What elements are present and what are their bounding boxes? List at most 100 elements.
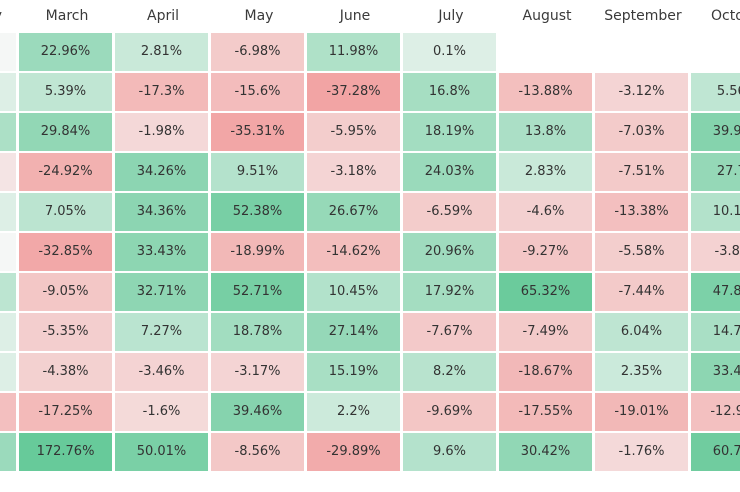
month-header-march: March (45, 8, 89, 24)
return-cell-march: -4.38% (19, 353, 112, 391)
return-cell-june: -14.62% (307, 233, 400, 271)
return-cell-august: -18.67% (499, 353, 592, 391)
return-cell-october: 14.71% (691, 313, 740, 351)
month-header-july: July (438, 8, 464, 24)
return-cell-september: -13.38% (595, 193, 688, 231)
return-cell-september: 2.35% (595, 353, 688, 391)
return-cell-may: 18.78% (211, 313, 304, 351)
return-cell-may: 39.46% (211, 393, 304, 431)
return-cell-april: 32.71% (115, 273, 208, 311)
return-cell-march: -9.05% (19, 273, 112, 311)
return-cell-march: -24.92% (19, 153, 112, 191)
return-cell-april: 50.01% (115, 433, 208, 471)
return-cell-june: -37.28% (307, 73, 400, 111)
return-cell-july: -6.59% (403, 193, 496, 231)
return-cell-october: -12.95% (691, 393, 740, 431)
return-cell-september: -7.51% (595, 153, 688, 191)
return-cell-april: 33.43% (115, 233, 208, 271)
return-cell-september: -3.12% (595, 73, 688, 111)
return-cell-march: 172.76% (19, 433, 112, 471)
return-cell-october: 33.49% (691, 353, 740, 391)
return-cell-february (0, 313, 16, 351)
return-cell-september (595, 33, 688, 71)
return-cell-february (0, 113, 16, 151)
return-cell-august: 30.42% (499, 433, 592, 471)
return-cell-june: 11.98% (307, 33, 400, 71)
return-cell-april: 34.26% (115, 153, 208, 191)
month-header-september: September (604, 8, 682, 24)
return-cell-february (0, 193, 16, 231)
return-cell-april: -1.6% (115, 393, 208, 431)
return-cell-june: 2.2% (307, 393, 400, 431)
return-cell-may: -35.31% (211, 113, 304, 151)
return-cell-may: -3.17% (211, 353, 304, 391)
return-cell-may: -8.56% (211, 433, 304, 471)
return-cell-october: 27.7% (691, 153, 740, 191)
return-cell-july: -7.67% (403, 313, 496, 351)
month-header-october: October (710, 8, 740, 24)
return-cell-august: 2.83% (499, 153, 592, 191)
return-cell-may: -15.6% (211, 73, 304, 111)
return-cell-april: 2.81% (115, 33, 208, 71)
return-cell-october: 10.17% (691, 193, 740, 231)
return-cell-april: 7.27% (115, 313, 208, 351)
month-header-august: August (522, 8, 572, 24)
return-cell-june: 15.19% (307, 353, 400, 391)
return-cell-july: 8.2% (403, 353, 496, 391)
return-cell-july: 9.6% (403, 433, 496, 471)
return-cell-september: -1.76% (595, 433, 688, 471)
return-cell-march: 7.05% (19, 193, 112, 231)
return-cell-july: 18.19% (403, 113, 496, 151)
return-cell-may: 52.38% (211, 193, 304, 231)
month-header-february: February (0, 0, 19, 33)
return-cell-june: 27.14% (307, 313, 400, 351)
return-cell-march: -32.85% (19, 233, 112, 271)
return-cell-august: -7.49% (499, 313, 592, 351)
return-cell-may: -18.99% (211, 233, 304, 271)
return-cell-september: -5.58% (595, 233, 688, 271)
return-cell-july: 17.92% (403, 273, 496, 311)
return-cell-august: -4.6% (499, 193, 592, 231)
return-cell-march: -17.25% (19, 393, 112, 431)
return-cell-july: 0.1% (403, 33, 496, 71)
return-cell-may: -6.98% (211, 33, 304, 71)
return-cell-february (0, 33, 16, 71)
month-header-june: June (339, 8, 371, 24)
return-cell-april: -17.3% (115, 73, 208, 111)
return-cell-february (0, 393, 16, 431)
month-header-may: May (244, 8, 274, 24)
return-cell-august (499, 33, 592, 71)
return-cell-october: 5.56% (691, 73, 740, 111)
return-cell-february (0, 73, 16, 111)
return-cell-july: 20.96% (403, 233, 496, 271)
return-cell-july: -9.69% (403, 393, 496, 431)
return-cell-april: -3.46% (115, 353, 208, 391)
return-cell-august: -13.88% (499, 73, 592, 111)
return-cell-february (0, 153, 16, 191)
return-cell-september: -7.44% (595, 273, 688, 311)
return-cell-july: 16.8% (403, 73, 496, 111)
return-cell-october: 60.79% (691, 433, 740, 471)
return-cell-march: 5.39% (19, 73, 112, 111)
return-cell-june: -3.18% (307, 153, 400, 191)
return-cell-february (0, 433, 16, 471)
return-cell-march: -5.35% (19, 313, 112, 351)
return-cell-june: 26.67% (307, 193, 400, 231)
return-cell-june: -29.89% (307, 433, 400, 471)
return-cell-october (691, 33, 740, 71)
return-cell-may: 52.71% (211, 273, 304, 311)
return-cell-july: 24.03% (403, 153, 496, 191)
return-cell-august: -9.27% (499, 233, 592, 271)
return-cell-august: 13.8% (499, 113, 592, 151)
return-cell-october: -3.83% (691, 233, 740, 271)
return-cell-march: 22.96% (19, 33, 112, 71)
return-cell-october: 39.93% (691, 113, 740, 151)
return-cell-april: -1.98% (115, 113, 208, 151)
return-cell-february (0, 273, 16, 311)
return-cell-february (0, 233, 16, 271)
return-cell-september: -19.01% (595, 393, 688, 431)
return-cell-september: -7.03% (595, 113, 688, 151)
return-cell-october: 47.81% (691, 273, 740, 311)
return-cell-august: -17.55% (499, 393, 592, 431)
